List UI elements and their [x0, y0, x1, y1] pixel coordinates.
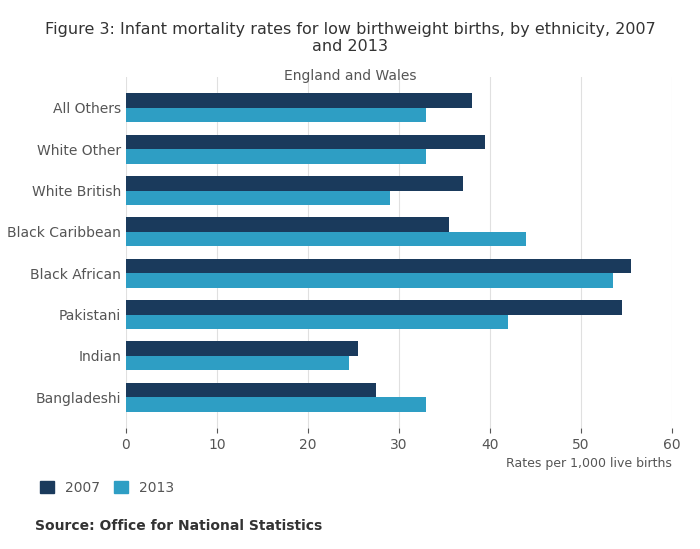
Bar — [126, 149, 426, 164]
Bar — [126, 383, 377, 397]
Bar — [126, 315, 508, 329]
Text: Figure 3: Infant mortality rates for low birthweight births, by ethnicity, 2007
: Figure 3: Infant mortality rates for low… — [45, 22, 655, 54]
Bar — [126, 356, 349, 371]
Bar — [126, 273, 612, 288]
Bar — [126, 341, 358, 356]
Bar — [126, 191, 390, 205]
Bar — [126, 397, 426, 412]
Bar — [126, 232, 526, 247]
X-axis label: Rates per 1,000 live births: Rates per 1,000 live births — [506, 457, 672, 470]
Legend: 2007, 2013: 2007, 2013 — [40, 481, 174, 495]
Text: England and Wales: England and Wales — [284, 69, 416, 83]
Text: Source: Office for National Statistics: Source: Office for National Statistics — [35, 518, 322, 533]
Bar — [126, 217, 449, 232]
Bar — [126, 176, 463, 191]
Bar — [126, 93, 472, 108]
Bar — [126, 300, 622, 315]
Bar — [126, 259, 631, 273]
Bar — [126, 108, 426, 122]
Bar — [126, 135, 486, 149]
